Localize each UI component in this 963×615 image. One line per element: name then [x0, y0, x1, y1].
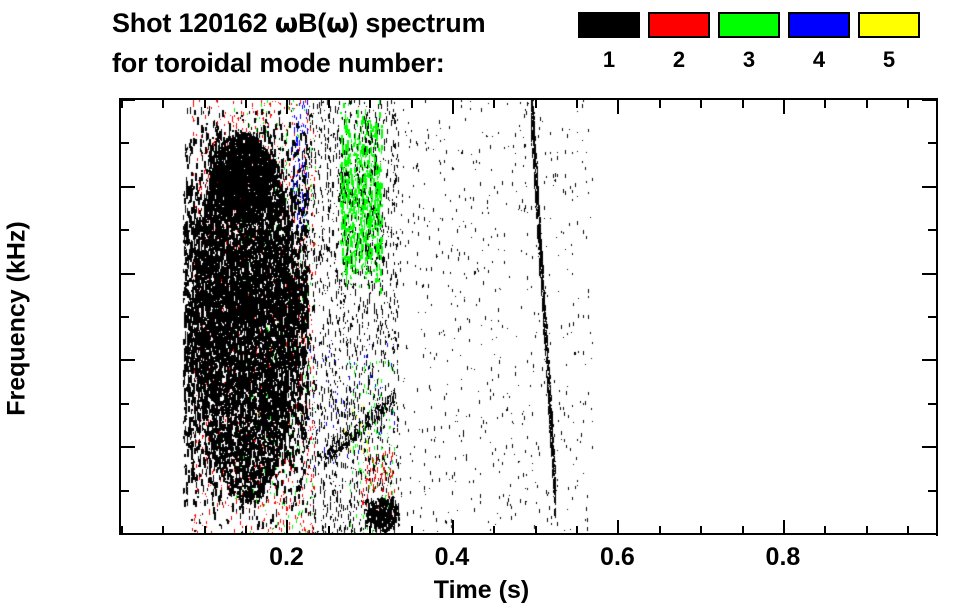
- axis-tick: [411, 526, 413, 534]
- legend-item-mode-3: 3: [718, 12, 780, 71]
- legend-item-mode-5: 5: [858, 12, 920, 71]
- legend-label-mode-3: 3: [742, 47, 756, 72]
- axis-tick: [866, 526, 868, 534]
- axis-tick: [576, 100, 578, 108]
- axis-tick: [922, 273, 936, 275]
- axis-tick: [617, 100, 619, 114]
- legend-swatch-mode-4: [788, 12, 850, 38]
- axis-tick: [121, 142, 129, 144]
- axis-tick: [162, 526, 164, 534]
- axis-tick: [204, 100, 206, 108]
- axis-tick: [121, 100, 123, 108]
- axis-tick: [922, 446, 936, 448]
- axis-tick: [907, 526, 909, 534]
- axis-tick: [783, 520, 785, 534]
- axis-tick: [824, 526, 826, 534]
- axis-tick: [121, 273, 135, 275]
- axis-tick: [742, 526, 744, 534]
- axis-tick: [700, 100, 702, 108]
- x-tick-label-0.8: 0.8: [765, 543, 801, 571]
- axis-tick: [245, 526, 247, 534]
- axis-tick: [928, 316, 936, 318]
- axis-tick: [411, 100, 413, 108]
- axis-tick: [121, 533, 135, 535]
- axis-tick: [700, 526, 702, 534]
- x-axis-tick-labels: 0.2 0.4 0.6 0.8: [0, 545, 963, 579]
- axis-tick: [245, 100, 247, 108]
- axis-tick: [783, 100, 785, 114]
- axis-tick: [121, 490, 129, 492]
- legend-label-mode-2: 2: [672, 47, 686, 72]
- omega-symbol-2: ω: [326, 8, 350, 39]
- axis-tick: [824, 100, 826, 108]
- mode-number-legend: 1 2 3 4 5: [578, 12, 928, 87]
- axis-tick: [121, 186, 135, 188]
- axis-tick: [493, 526, 495, 534]
- axis-tick: [922, 359, 936, 361]
- axis-tick: [936, 98, 938, 536]
- axis-tick: [286, 100, 288, 114]
- axis-tick: [121, 359, 135, 361]
- axis-tick: [742, 100, 744, 108]
- axis-tick: [286, 520, 288, 534]
- axis-tick: [922, 186, 936, 188]
- axis-tick: [922, 533, 936, 535]
- axis-tick: [369, 100, 371, 108]
- legend-item-mode-4: 4: [788, 12, 850, 71]
- y-axis-title: Frequency (kHz): [2, 221, 31, 416]
- axis-tick: [204, 526, 206, 534]
- legend-swatch-mode-3: [718, 12, 780, 38]
- legend-label-mode-1: 1: [602, 47, 616, 72]
- figure-title-line-1: Shot 120162 ωB(ω) spectrum: [112, 8, 486, 39]
- axis-tick: [617, 520, 619, 534]
- axis-tick: [452, 520, 454, 534]
- legend-item-mode-2: 2: [648, 12, 710, 71]
- title-b-text: B(: [297, 8, 327, 38]
- legend-swatch-mode-1: [578, 12, 640, 38]
- axis-tick: [576, 526, 578, 534]
- axis-tick: [328, 100, 330, 108]
- axis-tick: [907, 100, 909, 108]
- legend-label-mode-4: 4: [812, 47, 826, 72]
- axis-tick: [659, 526, 661, 534]
- spectrogram-canvas: [121, 100, 936, 534]
- axis-tick: [493, 100, 495, 108]
- axis-tick: [659, 100, 661, 108]
- title-shot-text: Shot 120162: [112, 8, 275, 38]
- axis-tick: [928, 229, 936, 231]
- axis-tick: [121, 526, 123, 534]
- x-tick-label-0.2: 0.2: [269, 543, 304, 571]
- x-axis-line: [119, 533, 938, 535]
- axis-tick: [369, 526, 371, 534]
- x-tick-label-0.4: 0.4: [434, 543, 470, 571]
- axis-tick: [922, 99, 936, 101]
- axis-tick: [535, 526, 537, 534]
- legend-swatch-mode-2: [648, 12, 710, 38]
- x-axis-title: Time (s): [433, 576, 530, 604]
- axis-tick: [162, 100, 164, 108]
- axis-tick: [928, 403, 936, 405]
- figure-title-line-2: for toroidal mode number:: [112, 48, 445, 78]
- axis-tick: [866, 100, 868, 108]
- axis-tick: [121, 316, 129, 318]
- axis-tick: [121, 229, 129, 231]
- plot-area: [121, 100, 936, 534]
- legend-label-mode-5: 5: [882, 47, 896, 72]
- axis-tick: [119, 98, 938, 100]
- axis-tick: [328, 526, 330, 534]
- axis-tick: [928, 490, 936, 492]
- axis-tick: [121, 446, 135, 448]
- x-tick-label-0.6: 0.6: [600, 543, 635, 571]
- axis-tick: [535, 100, 537, 108]
- axis-tick: [452, 100, 454, 114]
- title-spectrum-text: ) spectrum: [349, 8, 486, 38]
- legend-swatch-mode-5: [858, 12, 920, 38]
- axis-tick: [928, 142, 936, 144]
- omega-symbol-1: ω: [274, 8, 298, 39]
- y-axis-line: [119, 99, 121, 535]
- axis-tick: [121, 99, 135, 101]
- legend-item-mode-1: 1: [578, 12, 640, 71]
- axis-tick: [121, 403, 129, 405]
